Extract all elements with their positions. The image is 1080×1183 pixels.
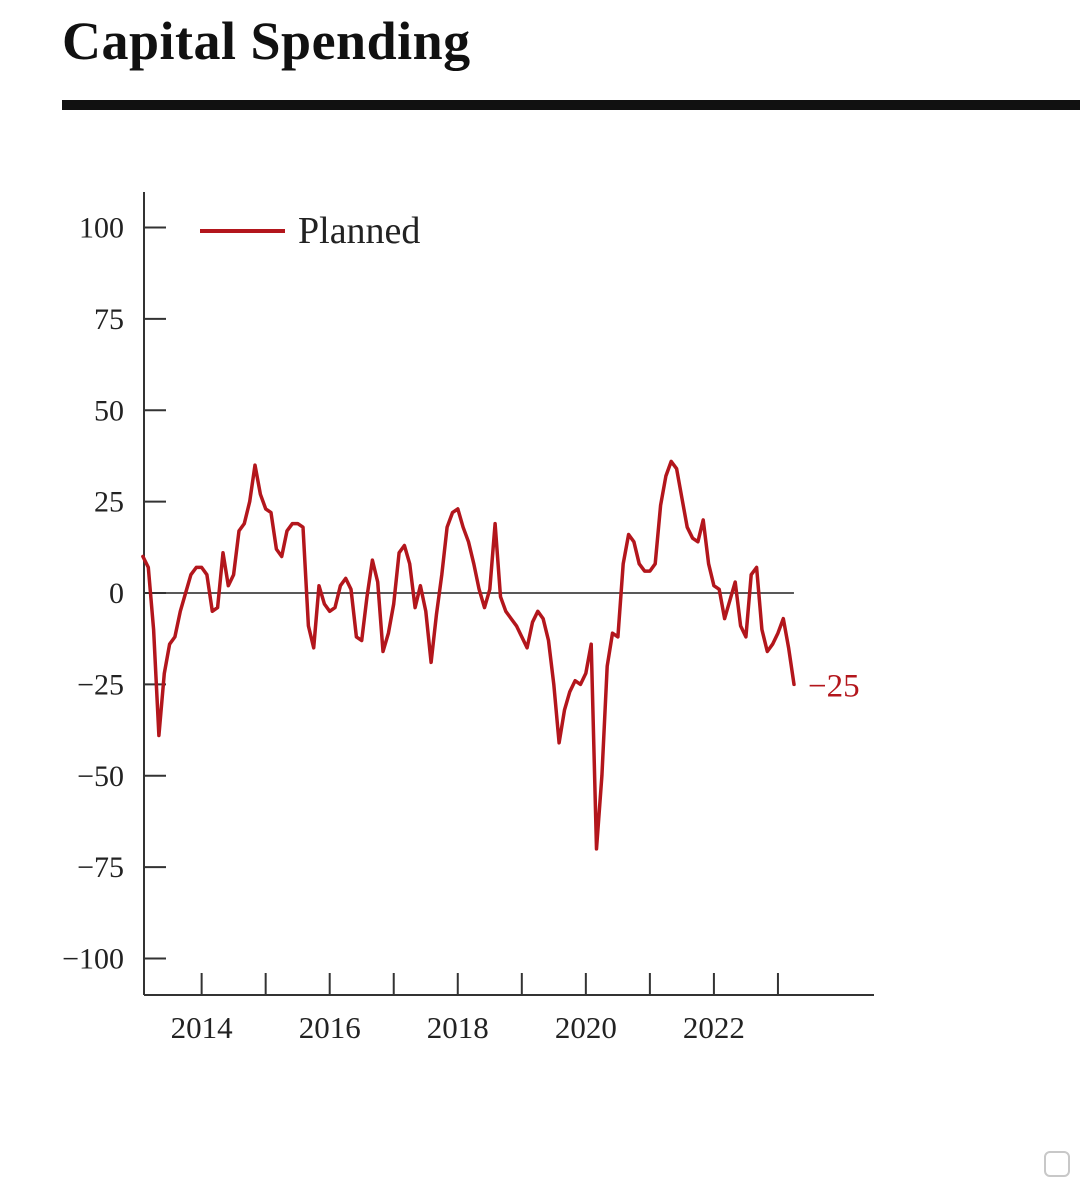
x-tick-label: 2016 — [299, 1010, 361, 1045]
series-line-planned — [141, 459, 796, 851]
y-tick-label: −50 — [77, 760, 124, 793]
legend-label: Planned — [298, 210, 420, 252]
y-tick-label: 50 — [94, 394, 124, 427]
y-tick-label: 100 — [79, 212, 124, 245]
x-tick-label: 2018 — [427, 1010, 489, 1045]
page-title: Capital Spending — [62, 11, 471, 71]
y-tick-label: −100 — [62, 943, 124, 976]
watermark-logo-icon — [1044, 1151, 1070, 1177]
y-tick-label: 25 — [94, 486, 124, 519]
watermark — [1044, 1151, 1070, 1177]
y-tick-label: −25 — [77, 668, 124, 701]
x-tick-label: 2020 — [555, 1010, 617, 1045]
x-tick-label: 2022 — [683, 1010, 745, 1045]
end-value-label: −25 — [808, 668, 860, 704]
y-tick-label: 0 — [109, 577, 124, 610]
y-tick-label: 75 — [94, 303, 124, 336]
x-tick-label: 2014 — [171, 1010, 234, 1045]
title-rule — [62, 100, 1080, 110]
y-tick-label: −75 — [77, 851, 124, 884]
